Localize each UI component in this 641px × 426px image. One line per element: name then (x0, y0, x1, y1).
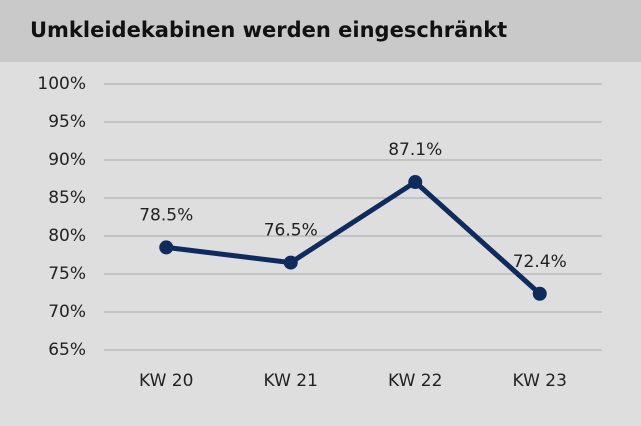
point (283, 255, 298, 270)
chart-title: Umkleidekabinen werden eingeschränkt (30, 18, 507, 42)
x-tick-label: KW 23 (513, 371, 567, 391)
point (532, 286, 547, 301)
y-tick-label: 85% (48, 188, 86, 208)
y-tick-label: 100% (37, 74, 86, 94)
title-bar (0, 0, 641, 62)
x-tick-label: KW 20 (139, 371, 193, 391)
y-tick-label: 80% (48, 226, 86, 246)
y-tick-label: 70% (48, 302, 86, 322)
y-tick-label: 90% (48, 150, 86, 170)
x-tick-label: KW 22 (388, 371, 442, 391)
x-tick-label: KW 21 (264, 371, 318, 391)
y-tick-label: 95% (48, 112, 86, 132)
data-label: 78.5% (139, 205, 193, 225)
data-label: 87.1% (388, 140, 442, 160)
data-label: 72.4% (513, 252, 567, 272)
y-tick-label: 75% (48, 264, 86, 284)
data-label: 76.5% (264, 221, 318, 241)
point (159, 240, 174, 255)
line (165, 179, 542, 296)
y-tick-label: 65% (48, 340, 86, 360)
point (408, 175, 423, 190)
